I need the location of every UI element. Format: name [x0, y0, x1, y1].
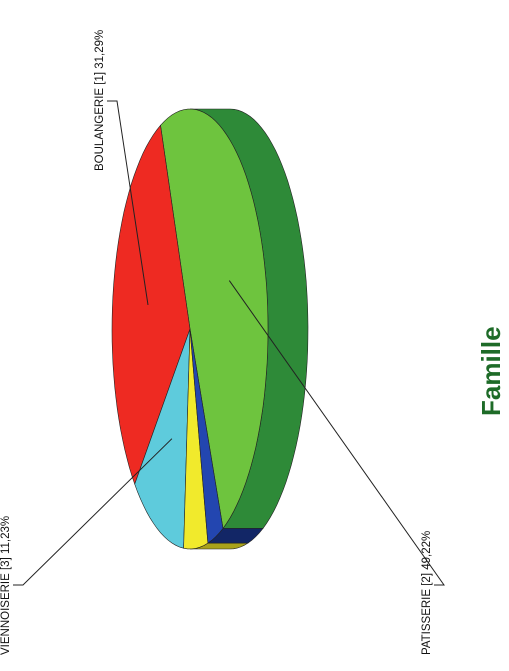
leader-line-2 [13, 438, 173, 586]
chart-title: Famille [476, 326, 506, 416]
pie-slice-3 [183, 328, 209, 550]
leader-line-0 [228, 280, 445, 586]
slice-label-2: VIENNOISERIE [3] 11,23% [0, 516, 12, 655]
leader-line-1 [107, 100, 149, 305]
pie-slice-4 [189, 328, 224, 544]
slice-label-0: PATISSERIE [2] 49,22% [421, 531, 433, 655]
pie-slice-0 [160, 108, 269, 530]
slice-label-1: BOULANGERIE [1] 31,29% [94, 30, 106, 171]
pie-slice-2 [134, 328, 191, 549]
pie-slice-1 [111, 124, 191, 486]
